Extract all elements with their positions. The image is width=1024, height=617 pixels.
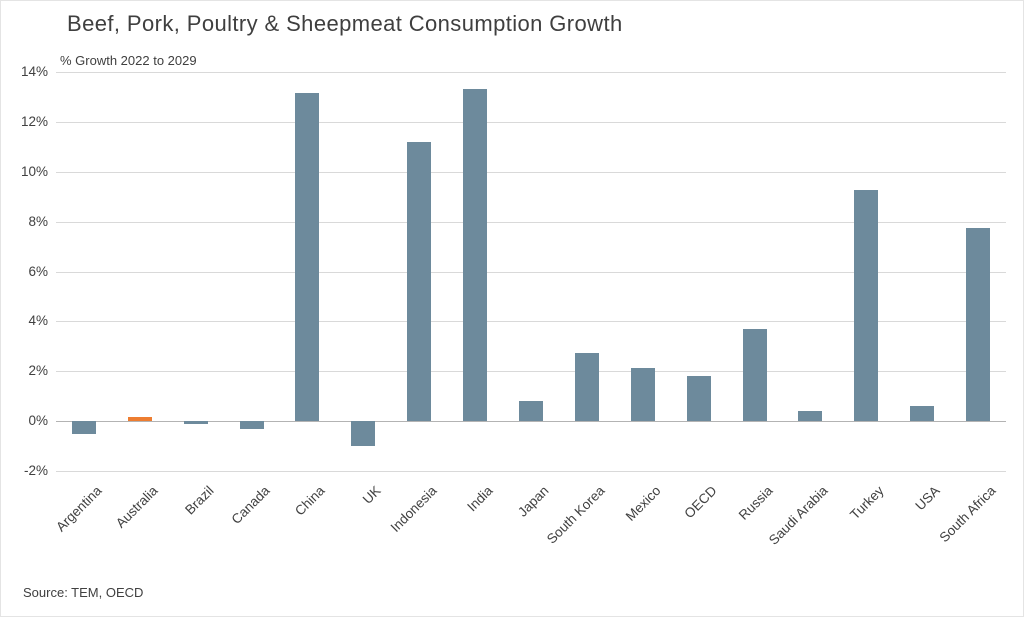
x-axis-label-canada: Canada <box>228 483 273 528</box>
x-axis-label-south-africa: South Africa <box>936 483 999 546</box>
bar-usa <box>910 406 935 422</box>
bar-india <box>463 89 488 422</box>
x-axis-label-brazil: Brazil <box>181 483 217 518</box>
gridline <box>56 271 1006 273</box>
x-axis-label-indonesia: Indonesia <box>387 483 440 536</box>
source-note: Source: TEM, OECD <box>23 585 144 600</box>
x-axis-label-south-korea: South Korea <box>543 483 608 547</box>
gridline <box>56 371 1006 373</box>
y-axis-label: 6% <box>28 263 48 279</box>
chart-subtitle: % Growth 2022 to 2029 <box>60 53 197 68</box>
bar-turkey <box>854 190 879 422</box>
bar-mexico <box>630 367 655 422</box>
x-axis-label-turkey: Turkey <box>847 483 887 523</box>
bar-oecd <box>686 376 711 422</box>
y-axis-label: 4% <box>28 313 48 329</box>
plot-area: -2% 0% 2% 4% 6% 8% 10% 12% 14% Argentina Australi… <box>21 64 1006 548</box>
y-axis-label: 0% <box>28 413 48 429</box>
x-axis-label-argentina: Argentina <box>53 483 105 535</box>
bar-saudi-arabia <box>798 411 823 422</box>
gridline <box>56 321 1006 323</box>
y-axis-label: 14% <box>20 64 48 79</box>
bar-argentina <box>71 421 96 434</box>
bar-brazil <box>183 421 208 424</box>
y-axis-label: 2% <box>28 363 48 379</box>
bar-australia <box>127 417 152 422</box>
x-axis-label-mexico: Mexico <box>622 483 664 524</box>
x-axis-label-oecd: OECD <box>681 483 720 522</box>
x-axis-label-china: China <box>292 483 329 519</box>
bar-south-africa <box>966 227 991 422</box>
chart-title: Beef, Pork, Poultry & Sheepmeat Consumpt… <box>67 11 623 36</box>
y-axis-label: 10% <box>20 163 48 179</box>
bar-canada <box>239 421 264 429</box>
gridline <box>56 471 1006 472</box>
y-axis-label: -2% <box>23 463 48 478</box>
y-axis-label: 8% <box>28 213 48 229</box>
bar-russia <box>742 328 767 422</box>
x-axis-label-australia: Australia <box>112 483 161 531</box>
gridline-zero <box>56 421 1006 423</box>
bar-indonesia <box>407 141 432 422</box>
x-axis-label-saudi-arabia: Saudi Arabia <box>766 483 832 548</box>
bar-south-korea <box>574 352 599 422</box>
y-axis-label: 12% <box>20 113 48 129</box>
x-axis-label-uk: UK <box>360 483 384 507</box>
x-axis-label-japan: Japan <box>514 483 552 520</box>
bar-china <box>295 93 320 422</box>
x-axis-label-russia: Russia <box>735 483 776 523</box>
gridline <box>56 72 1006 73</box>
x-axis-label-usa: USA <box>912 483 943 514</box>
x-axis-label-india: India <box>464 483 496 515</box>
gridline <box>56 171 1006 173</box>
gridline <box>56 121 1006 123</box>
bar-japan <box>519 401 543 422</box>
bar-uk <box>351 421 376 447</box>
gridline <box>56 221 1006 223</box>
